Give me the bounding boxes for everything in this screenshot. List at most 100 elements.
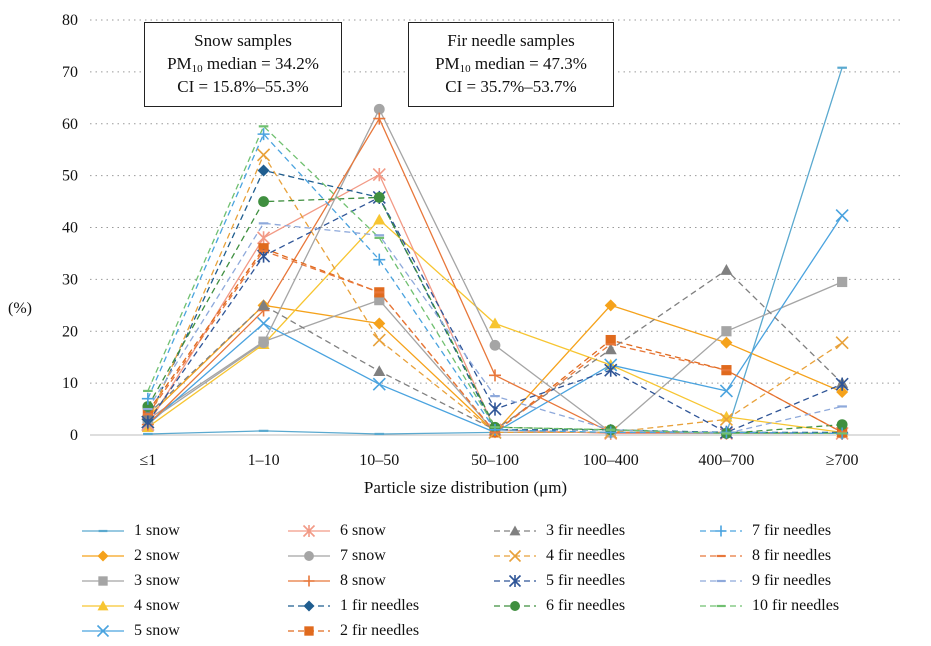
legend-marker: [509, 525, 521, 536]
legend-label: 4 fir needles: [546, 547, 626, 564]
legend-marker: [303, 600, 315, 612]
snow-annotation-title: Snow samples: [194, 31, 292, 50]
data-point: [374, 295, 385, 306]
legend-label: 1 fir needles: [340, 597, 420, 614]
x-tick-label: 100–400: [583, 452, 639, 469]
data-point: [257, 164, 270, 177]
data-point: [720, 336, 733, 349]
legend-swatch: [82, 529, 124, 533]
legend-label: 3 snow: [134, 572, 180, 589]
legend-marker: [304, 551, 314, 561]
legend-item: 6 snow: [286, 520, 386, 542]
x-tick-label: 10–50: [359, 452, 399, 469]
legend-swatch: [82, 550, 124, 562]
data-point: [489, 317, 501, 329]
fir-annotation-median: PM10 median = 47.3%: [435, 54, 587, 75]
data-point: [604, 299, 617, 312]
data-point: [719, 412, 733, 427]
y-tick-label: 60: [62, 116, 78, 133]
x-tick-label: 50–100: [471, 452, 519, 469]
series-line-6: [147, 173, 843, 435]
snow-annotation-median: PM10 median = 34.2%: [167, 54, 319, 75]
legend-item: 5 fir needles: [492, 570, 625, 592]
x-tick-label: 400–700: [698, 452, 754, 469]
legend-item: 7 snow: [286, 545, 386, 567]
legend-swatch: [494, 549, 536, 563]
legend-label: 9 fir needles: [752, 572, 832, 589]
data-point: [489, 369, 501, 382]
legend-swatch: [494, 525, 536, 536]
legend-label: 8 fir needles: [752, 547, 832, 564]
data-point: [257, 299, 270, 311]
legend-marker: [304, 626, 314, 636]
legend-item: 4 snow: [80, 595, 180, 617]
legend-label: 1 snow: [134, 522, 180, 539]
data-point: [604, 426, 617, 439]
data-point: [258, 337, 269, 349]
data-point: [372, 333, 386, 347]
legend-item: 8 snow: [286, 570, 386, 592]
x-tick-label: ≥700: [826, 452, 859, 469]
data-point: [373, 317, 386, 330]
legend-swatch: [700, 554, 742, 558]
legend-item: 1 snow: [80, 520, 180, 542]
data-point: [373, 192, 385, 203]
snow-annotation-box: Snow samples PM10 median = 34.2% CI = 15…: [144, 22, 342, 107]
fir-annotation-ci: CI = 35.7%–53.7%: [445, 77, 577, 96]
legend-label: 2 fir needles: [340, 622, 420, 639]
legend-label: 4 snow: [134, 597, 180, 614]
legend-swatch: [700, 579, 742, 583]
legend-item: 3 fir needles: [492, 520, 625, 542]
legend-swatch: [494, 574, 536, 588]
data-point: [835, 377, 849, 391]
data-point: [372, 167, 386, 182]
data-point: [373, 253, 386, 266]
data-point: [257, 128, 270, 141]
snow-annotation-ci: CI = 15.8%–55.3%: [177, 77, 309, 96]
data-point: [489, 423, 501, 436]
y-tick-label: 0: [70, 427, 78, 444]
legend-swatch: [82, 576, 124, 586]
legend-swatch: [288, 600, 330, 612]
legend-label: 7 fir needles: [752, 522, 832, 539]
series-line-8: [147, 117, 843, 435]
legend-item: 8 fir needles: [698, 545, 831, 567]
data-point: [721, 326, 732, 337]
legend-label: 6 snow: [340, 522, 386, 539]
data-point: [489, 339, 501, 351]
data-point: [257, 316, 271, 331]
data-point: [835, 209, 849, 223]
legend-marker: [96, 624, 110, 638]
legend-label: 5 fir needles: [546, 572, 626, 589]
x-axis-title: Particle size distribution (μm): [363, 478, 568, 497]
legend-marker: [508, 549, 522, 563]
data-point: [837, 276, 848, 288]
data-point: [720, 264, 733, 275]
y-tick-label: 20: [62, 323, 78, 340]
data-point: [372, 377, 386, 391]
legend-swatch: [288, 524, 330, 538]
legend-marker: [302, 524, 316, 538]
legend-item: 3 snow: [80, 570, 180, 592]
data-point: [835, 336, 849, 350]
data-point: [257, 148, 271, 162]
y-tick-label: 30: [62, 271, 78, 288]
legend-label: 5 snow: [134, 622, 180, 639]
y-tick-label: 70: [62, 64, 78, 81]
legend-label: 6 fir needles: [546, 597, 626, 614]
data-point: [836, 419, 848, 431]
data-point: [720, 410, 733, 422]
legend-item: 5 snow: [80, 620, 180, 642]
legend: 1 snow 2 snow 3 snow 4 snow 5 snow 6 snow 7 sn…: [80, 520, 931, 646]
legend-item: 10 fir needles: [698, 595, 839, 617]
data-point: [373, 103, 385, 115]
legend-item: 7 fir needles: [698, 520, 831, 542]
data-point: [373, 213, 386, 225]
data-point: [258, 243, 269, 254]
series-line-18: [147, 125, 843, 435]
legend-item: 2 fir needles: [286, 620, 419, 642]
data-point: [257, 231, 271, 245]
y-tick-label: 10: [62, 375, 78, 392]
series-line-9: [147, 169, 843, 434]
